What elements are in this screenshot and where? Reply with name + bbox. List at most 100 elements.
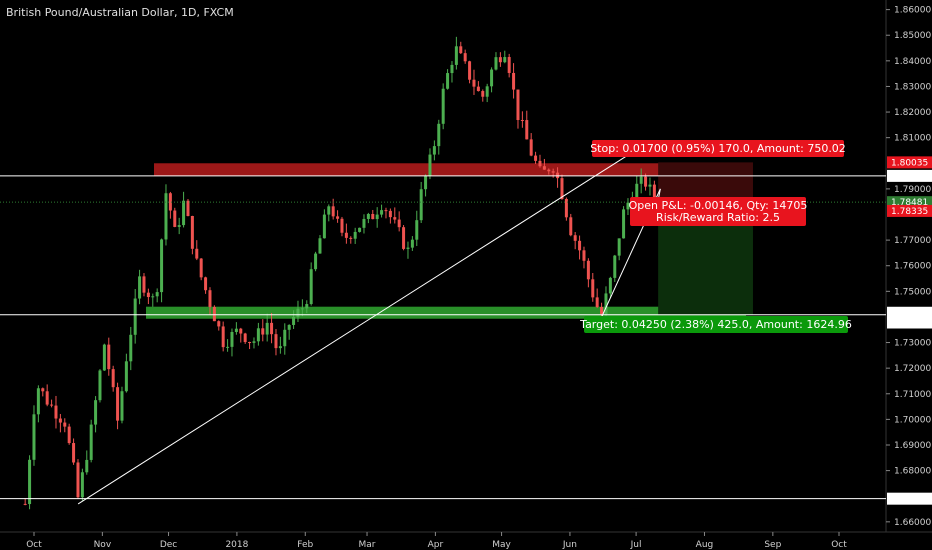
- candle-body: [397, 219, 401, 228]
- price-tag: 1.78335: [887, 204, 932, 217]
- candle-body: [186, 200, 190, 216]
- candle-body: [300, 308, 304, 310]
- candle-body: [142, 276, 146, 293]
- y-tick-label: 1.85000: [894, 31, 931, 41]
- candle-body: [366, 213, 370, 219]
- candle-body: [432, 146, 436, 155]
- candle-body: [353, 231, 357, 239]
- candle-body: [340, 218, 344, 233]
- candle-body: [50, 404, 54, 406]
- candle-body: [72, 443, 76, 463]
- price-tag-bg: [887, 204, 932, 217]
- price-tag-text: 1.78335: [891, 207, 928, 217]
- price-tag: 1.80035: [887, 156, 932, 169]
- candle-body: [441, 88, 445, 124]
- candle-body: [23, 503, 27, 505]
- candle-body: [287, 324, 291, 330]
- target-label: Target: 0.04250 (2.38%) 425.0, Amount: 1…: [579, 316, 852, 333]
- candle-body: [595, 297, 599, 308]
- x-tick-label: 2018: [225, 540, 248, 550]
- candle-body: [591, 279, 595, 298]
- candle-body: [534, 155, 538, 161]
- price-tag-text: 1.66904: [891, 495, 928, 505]
- candle-body: [217, 321, 221, 327]
- candle-body: [344, 232, 348, 238]
- candle-body: [648, 184, 652, 187]
- candle-body: [476, 86, 480, 92]
- candle-body: [428, 154, 432, 176]
- candle-body: [195, 248, 199, 259]
- candle-body: [622, 209, 626, 239]
- candle-body: [133, 298, 137, 335]
- candle-body: [481, 91, 485, 97]
- candle-body: [459, 46, 463, 54]
- candle-body: [349, 237, 353, 239]
- candle-body: [32, 414, 36, 460]
- y-tick-label: 1.71000: [894, 390, 931, 400]
- pnl-label: Open P&L: -0.00146, Qty: 14705Risk/Rewar…: [629, 197, 808, 226]
- candle-body: [155, 292, 159, 297]
- candle-body: [578, 240, 582, 251]
- y-tick-label: 1.73000: [894, 339, 931, 349]
- candle-body: [173, 210, 177, 227]
- candle-body: [507, 57, 511, 73]
- candle-body: [538, 160, 542, 167]
- price-tag: 1.74085: [887, 306, 932, 319]
- candle-body: [111, 369, 115, 388]
- trendline: [77, 155, 628, 505]
- candle-body: [94, 400, 98, 425]
- pnl-label-text: Open P&L: -0.00146, Qty: 14705: [629, 199, 808, 212]
- candle-body: [98, 370, 102, 401]
- candle-body: [512, 72, 516, 90]
- candle-body: [296, 308, 300, 317]
- candle-body: [380, 210, 384, 215]
- x-tick-label: Nov: [94, 540, 112, 550]
- candle-body: [129, 334, 133, 362]
- price-tag-text: 1.74085: [891, 309, 928, 319]
- candle-body: [419, 189, 423, 221]
- candle-body: [626, 202, 630, 210]
- candle-body: [239, 328, 243, 334]
- x-tick-label: Oct: [831, 540, 847, 550]
- candle-body: [410, 239, 414, 248]
- pnl-label-bg: [630, 197, 806, 226]
- x-tick-label: Jun: [562, 540, 577, 550]
- candle-body: [375, 214, 379, 220]
- candle-body: [85, 459, 89, 473]
- y-tick-label: 1.84000: [894, 57, 931, 67]
- candle-body: [331, 206, 335, 217]
- candle-body: [437, 123, 441, 147]
- candle-body: [67, 426, 71, 444]
- price-tag-text: 1.80035: [891, 158, 928, 168]
- price-tag-bg: [887, 306, 932, 319]
- candle-body: [265, 322, 269, 335]
- candle-body: [107, 344, 111, 370]
- candle-body: [490, 69, 494, 87]
- candle-body: [468, 61, 472, 80]
- candle-body: [520, 120, 524, 122]
- candle-body: [322, 214, 326, 239]
- candle-body: [89, 424, 93, 460]
- candle-body: [283, 329, 287, 347]
- candle-body: [63, 422, 67, 427]
- x-tick-label: May: [492, 540, 511, 550]
- candle-body: [120, 391, 124, 421]
- candle-body: [292, 316, 296, 325]
- x-tick-label: Dec: [160, 540, 177, 550]
- price-tag-text: 1.79508: [891, 172, 928, 182]
- y-tick-label: 1.76000: [894, 262, 931, 272]
- y-tick-label: 1.66000: [894, 518, 931, 528]
- stop-label-text: Stop: 0.01700 (0.95%) 170.0, Amount: 750…: [590, 142, 846, 155]
- candle-body: [406, 247, 410, 249]
- y-tick-label: 1.69000: [894, 441, 931, 451]
- candle-body: [402, 227, 406, 249]
- candle-body: [58, 418, 62, 423]
- candle-body: [393, 217, 397, 220]
- candle-body: [336, 216, 340, 219]
- candle-body: [248, 342, 252, 344]
- candle-body: [582, 250, 586, 261]
- y-tick-label: 1.79000: [894, 185, 931, 195]
- candle-body: [305, 304, 309, 309]
- candle-body: [226, 346, 230, 348]
